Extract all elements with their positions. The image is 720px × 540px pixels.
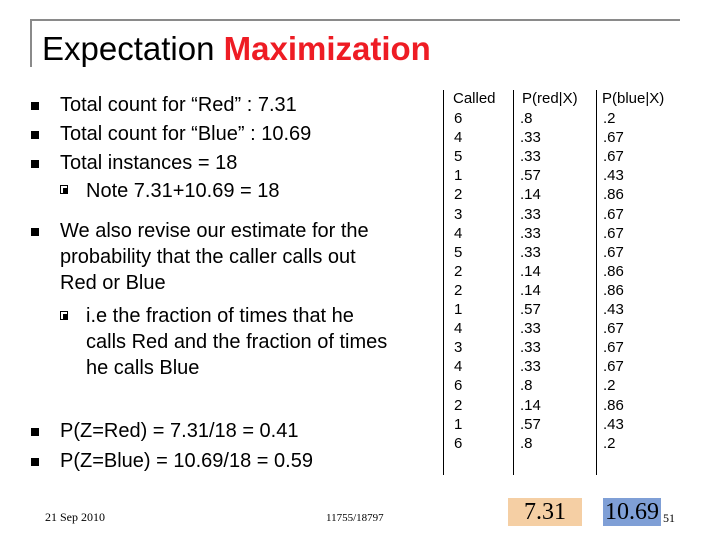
bullet-icon	[31, 428, 39, 436]
table-cell-p-red: .57	[520, 301, 541, 318]
table-cell-p-blue: .2	[603, 434, 616, 452]
table-cell-called: 1	[454, 415, 463, 433]
table-cell-called: 4	[454, 320, 463, 338]
bullet-revise-line-2: probability that the caller calls out	[60, 246, 356, 268]
bullet-revise-line-3: Red or Blue	[60, 272, 166, 294]
table-column-p-red: P(red|X) .8.33.33.57.14.33.33.33.14.14.5…	[513, 90, 597, 475]
bullet-icon	[31, 160, 39, 168]
table-cell-p-blue: .43	[603, 167, 624, 185]
table-cell-called: 2	[454, 281, 463, 299]
table-cell-called: 5	[454, 148, 463, 166]
bullet-red-count: Total count for “Red” : 7.31	[60, 94, 297, 116]
table-cell-p-red: .33	[520, 148, 541, 166]
table-cell-p-blue: .43	[603, 415, 624, 433]
bullet-blue-count: Total count for “Blue” : 10.69	[60, 123, 312, 145]
table-cell-called: 3	[454, 339, 463, 357]
table-cell-p-blue: .67	[603, 320, 624, 338]
table-cell-p-red: .57	[520, 415, 541, 433]
bullet-icon	[31, 458, 39, 466]
table-cell-p-blue: .67	[603, 129, 624, 147]
table-cell-p-red: .14	[520, 396, 541, 414]
bullet-p-blue: P(Z=Blue) = 10.69/18 = 0.59	[60, 450, 313, 472]
title-frame-top	[30, 19, 680, 21]
sub-bullet-icon	[60, 185, 68, 194]
table-cell-called: 5	[454, 243, 463, 261]
table-cell-called: 2	[454, 186, 463, 204]
table-cell-p-red: .33	[520, 339, 541, 357]
sub-bullet-fraction-line-1: i.e the fraction of times that he	[86, 305, 354, 327]
table-cell-called: 6	[454, 110, 463, 127]
table-cell-p-red: .14	[520, 281, 541, 299]
table-cell-p-blue: .67	[603, 148, 624, 166]
bullet-total-instances: Total instances = 18	[60, 152, 238, 174]
table-cell-called: 4	[454, 358, 463, 376]
table-cell-p-blue: .2	[603, 110, 616, 127]
title-accent: Maximization	[223, 30, 431, 67]
table-cell-p-red: .8	[520, 110, 533, 127]
page-number: 51	[663, 511, 675, 525]
sub-bullet-icon	[60, 311, 68, 320]
table-cell-p-red: .8	[520, 377, 533, 395]
table-cell-called: 3	[454, 205, 463, 223]
bullet-icon	[31, 131, 39, 139]
table-cell-called: 1	[454, 167, 463, 185]
table-cell-p-red: .33	[520, 243, 541, 261]
bullet-icon	[31, 228, 39, 236]
table-cell-called: 2	[454, 262, 463, 280]
table-cell-called: 1	[454, 301, 463, 318]
slide-title: Expectation Maximization	[42, 30, 431, 68]
table-cell-p-blue: .2	[603, 377, 616, 395]
table-cell-p-blue: .67	[603, 224, 624, 242]
table-cell-called: 4	[454, 129, 463, 147]
table-cell-p-blue: .67	[603, 243, 624, 261]
table-cell-p-red: .33	[520, 224, 541, 242]
table-cell-p-blue: .67	[603, 358, 624, 376]
table-cell-p-blue: .86	[603, 396, 624, 414]
sub-bullet-fraction-line-2: calls Red and the fraction of times	[86, 331, 388, 353]
table-cell-p-blue: .86	[603, 262, 624, 280]
blue-sum-highlight: 10.69	[603, 498, 661, 526]
table-cell-p-red: .33	[520, 358, 541, 376]
table-header-called: Called	[453, 90, 496, 107]
table-cell-p-red: .33	[520, 320, 541, 338]
bullet-revise-line-1: We also revise our estimate for the	[60, 220, 369, 242]
table-cell-p-red: .57	[520, 167, 541, 185]
title-frame-left	[30, 19, 32, 67]
bullet-icon	[31, 102, 39, 110]
table-cell-p-red: .14	[520, 262, 541, 280]
table-cell-p-blue: .43	[603, 301, 624, 318]
sub-bullet-fraction-line-3: he calls Blue	[86, 357, 200, 379]
table-cell-called: 4	[454, 224, 463, 242]
table-cell-called: 2	[454, 396, 463, 414]
sub-bullet-note: Note 7.31+10.69 = 18	[86, 180, 280, 202]
table-cell-called: 6	[454, 434, 463, 452]
table-cell-p-red: .33	[520, 129, 541, 147]
footer-date: 21 Sep 2010	[45, 510, 105, 524]
red-sum-highlight: 7.31	[508, 498, 582, 526]
table-header-p-blue: P(blue|X)	[602, 90, 665, 107]
table-cell-called: 6	[454, 377, 463, 395]
table-cell-p-blue: .67	[603, 205, 624, 223]
table-cell-p-red: .14	[520, 186, 541, 204]
table-cell-p-red: .8	[520, 434, 533, 452]
table-cell-p-blue: .86	[603, 186, 624, 204]
table-header-p-red: P(red|X)	[522, 90, 578, 107]
table-cell-p-blue: .67	[603, 339, 624, 357]
title-main: Expectation	[42, 30, 215, 67]
footer-course-number: 11755/18797	[326, 512, 384, 524]
table-cell-p-blue: .86	[603, 281, 624, 299]
table-column-p-blue: P(blue|X) .2.67.67.43.86.67.67.67.86.86.…	[596, 90, 681, 475]
bullet-p-red: P(Z=Red) = 7.31/18 = 0.41	[60, 420, 299, 442]
table-cell-p-red: .33	[520, 205, 541, 223]
